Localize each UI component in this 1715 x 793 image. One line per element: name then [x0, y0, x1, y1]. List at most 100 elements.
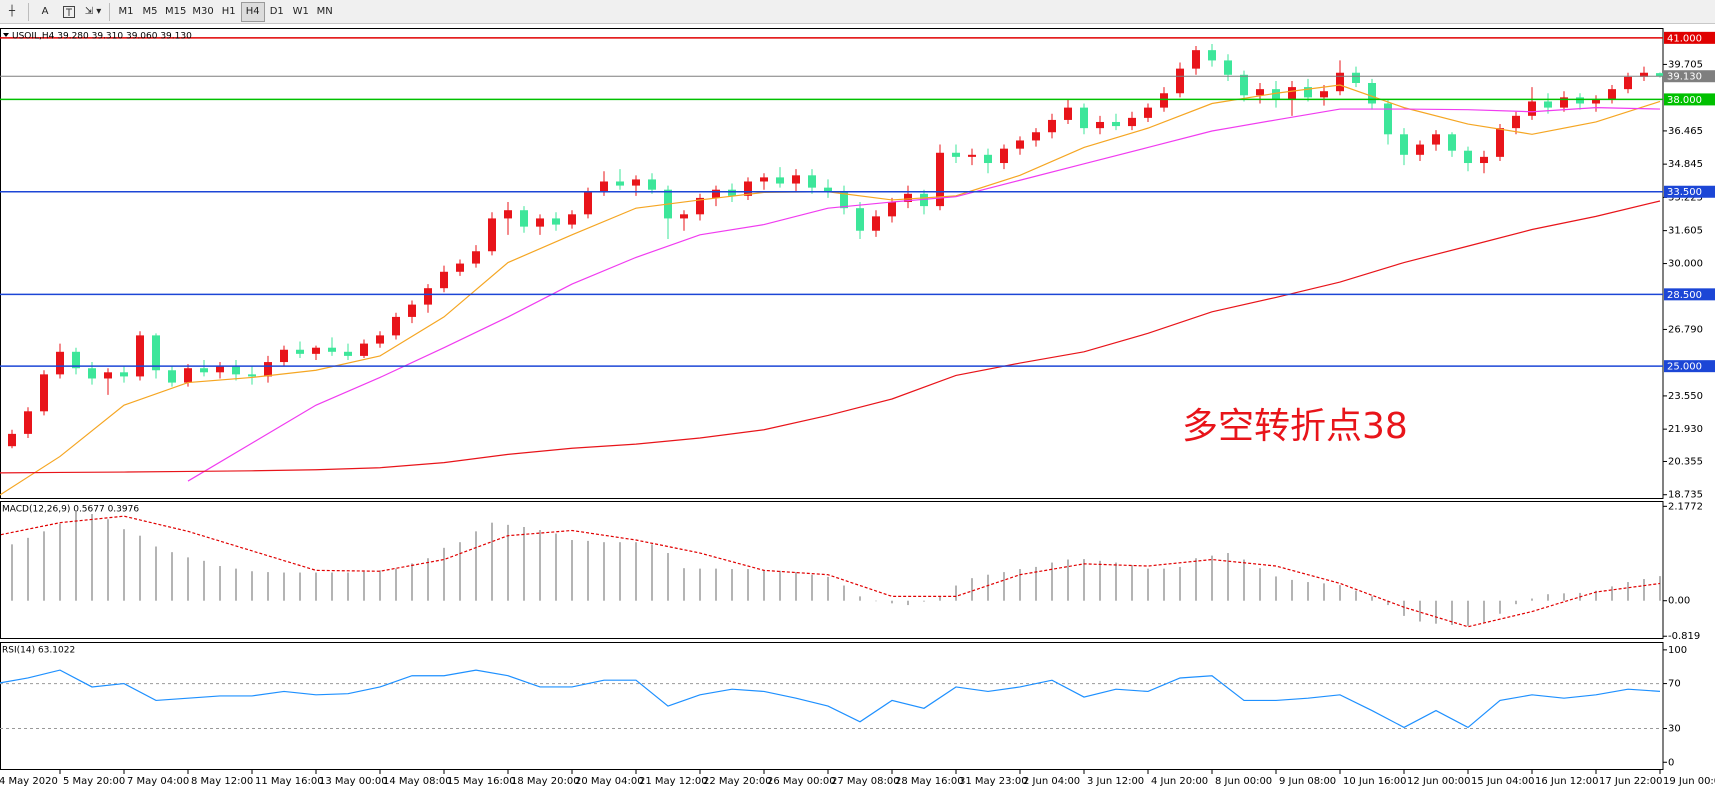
macd-bar: [843, 585, 845, 601]
macd-bar: [1163, 568, 1165, 601]
candle-body: [1048, 119, 1056, 133]
macd-bar: [1387, 600, 1389, 606]
text-tool[interactable]: A: [41, 6, 49, 17]
plot-area: [0, 44, 1663, 496]
macd-bar: [139, 535, 141, 601]
macd-bar: [1067, 559, 1069, 601]
x-tick-label: 18 May 20:00: [511, 776, 580, 787]
macd-bar: [1499, 600, 1501, 614]
candle-body: [680, 214, 688, 219]
candle-body: [1464, 150, 1472, 164]
x-tick-label: 15 Jun 04:00: [1471, 776, 1535, 787]
timeframe-button[interactable]: MN: [316, 6, 333, 17]
macd-bar: [811, 574, 813, 601]
candle-body: [888, 202, 896, 217]
timeframe-button[interactable]: H1: [221, 6, 236, 17]
x-tick-label: 21 May 12:00: [639, 776, 708, 787]
macd-bar: [1083, 559, 1085, 601]
candle-body: [1640, 72, 1648, 77]
macd-bar: [1275, 576, 1277, 601]
macd-bar: [299, 572, 301, 601]
x-tick-label: 8 Jun 00:00: [1215, 776, 1272, 787]
candle-body: [1064, 107, 1072, 120]
x-tick-label: 14 May 08:00: [383, 776, 452, 787]
macd-bar: [491, 522, 493, 601]
timeframe-button[interactable]: M5: [142, 6, 158, 17]
y-tick-label: 0: [1668, 757, 1674, 768]
macd-bar: [571, 540, 573, 601]
candle-body: [952, 152, 960, 157]
price-level-label: 38.000: [1667, 95, 1702, 106]
indicator-line: [0, 200, 1661, 474]
x-tick-label: 3 Jun 12:00: [1087, 776, 1144, 787]
y-tick-label: 18.735: [1668, 490, 1703, 501]
candle-body: [1592, 99, 1600, 104]
macd-bar: [1563, 593, 1565, 601]
candle-body: [520, 210, 528, 227]
macd-bar: [1435, 600, 1437, 624]
y-tick-label: 30.000: [1668, 259, 1703, 270]
candle-body: [24, 411, 32, 434]
candle-body: [184, 368, 192, 383]
candle-body: [1080, 107, 1088, 129]
macd-bar: [1259, 568, 1261, 601]
panel-title: USOIL,H4 39.280 39.310 39.060 39.130: [12, 32, 192, 42]
x-tick-label: 15 May 16:00: [447, 776, 516, 787]
price-level-label: 33.500: [1667, 187, 1702, 198]
macd-bar: [1179, 566, 1181, 601]
timeframe-button[interactable]: W1: [292, 6, 309, 17]
panel-title: RSI(14) 63.1022: [2, 646, 75, 656]
macd-bar: [1419, 600, 1421, 622]
timeframe-button[interactable]: D1: [269, 6, 284, 17]
macd-bar: [1051, 562, 1053, 601]
macd-bar: [1003, 572, 1005, 601]
x-tick-label: 22 May 20:00: [703, 776, 772, 787]
y-tick-label: 21.930: [1668, 424, 1703, 435]
macd-bar: [395, 568, 397, 601]
macd-bar: [875, 600, 877, 602]
candle-body: [8, 433, 16, 447]
timeframe-button[interactable]: H4: [240, 1, 265, 22]
candle-body: [1112, 121, 1120, 127]
timeframe-button[interactable]: M1: [118, 6, 134, 17]
candle-body: [760, 177, 768, 182]
macd-bar: [123, 529, 125, 601]
y-tick-label: 26.790: [1668, 324, 1703, 335]
label-tool[interactable]: [57, 2, 81, 22]
candle-body: [776, 177, 784, 184]
macd-bar: [891, 600, 893, 604]
x-tick-label: 17 Jun 22:00: [1599, 776, 1663, 787]
x-tick-label: 13 May 00:00: [319, 776, 388, 787]
candle-body: [392, 316, 400, 336]
candle-body: [472, 251, 480, 264]
candle-body: [488, 218, 496, 252]
candle-body: [1256, 89, 1264, 96]
macd-bar: [1099, 560, 1101, 601]
x-tick-label: 2 Jun 04:00: [1023, 776, 1080, 787]
candle-body: [1096, 121, 1104, 129]
candle-body: [1416, 144, 1424, 155]
macd-bar: [27, 537, 29, 601]
candle-body: [200, 368, 208, 373]
candle-body: [312, 347, 320, 354]
macd-bar: [475, 531, 477, 601]
timeframe-button[interactable]: M30: [192, 6, 214, 17]
y-tick-label: 0.00: [1668, 596, 1690, 607]
arrow-tool[interactable]: ⇲ ▾: [84, 6, 102, 17]
timeframe-button[interactable]: M15: [165, 6, 187, 17]
candle-body: [1400, 134, 1408, 155]
candle-body: [840, 191, 848, 209]
candle-body: [104, 372, 112, 379]
macd-bar: [747, 569, 749, 601]
indicator-line: [0, 515, 1661, 628]
candle-body: [1448, 134, 1456, 151]
candle-body: [1336, 72, 1344, 92]
candle-body: [280, 349, 288, 363]
macd-bar: [379, 570, 381, 601]
candle-body: [1432, 134, 1440, 145]
candle-body: [1320, 91, 1328, 98]
macd-bar: [587, 540, 589, 601]
price-level-label: 25.000: [1667, 362, 1702, 373]
crosshair-tool[interactable]: ┼: [8, 6, 16, 17]
